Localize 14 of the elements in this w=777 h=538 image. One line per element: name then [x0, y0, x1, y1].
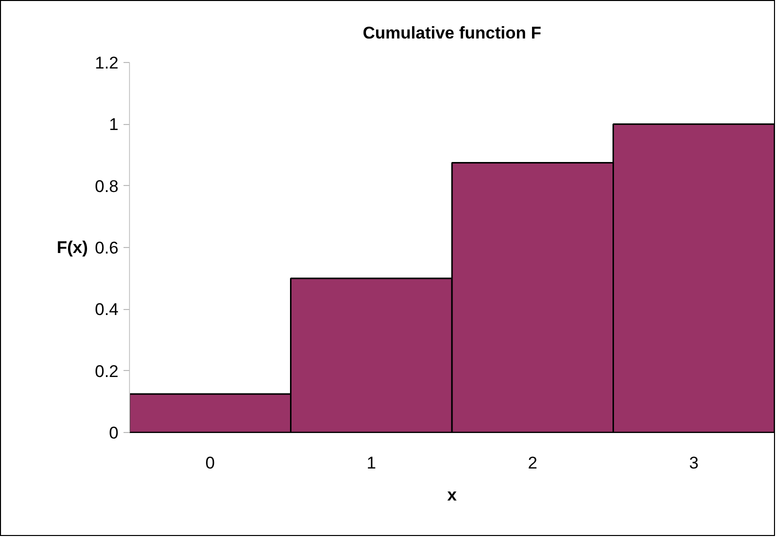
y-tick-label: 0: [109, 424, 119, 442]
y-tick-label: 1: [109, 115, 119, 134]
y-tick-label: 0.4: [94, 300, 119, 320]
y-tick-label: 0.6: [94, 238, 119, 258]
x-axis-title: x: [447, 486, 458, 504]
x-tick-label: 0: [205, 454, 215, 472]
chart-title: Cumulative function F: [362, 24, 542, 42]
y-tick-label: 1.2: [94, 54, 119, 72]
y-tick-label: 0.8: [94, 176, 119, 196]
y-tick-label: 0.2: [94, 362, 119, 381]
x-tick-label: 2: [528, 454, 538, 472]
x-tick-label: 3: [689, 454, 699, 472]
y-axis-title: F(x): [56, 238, 88, 257]
x-tick-label: 1: [366, 454, 376, 472]
